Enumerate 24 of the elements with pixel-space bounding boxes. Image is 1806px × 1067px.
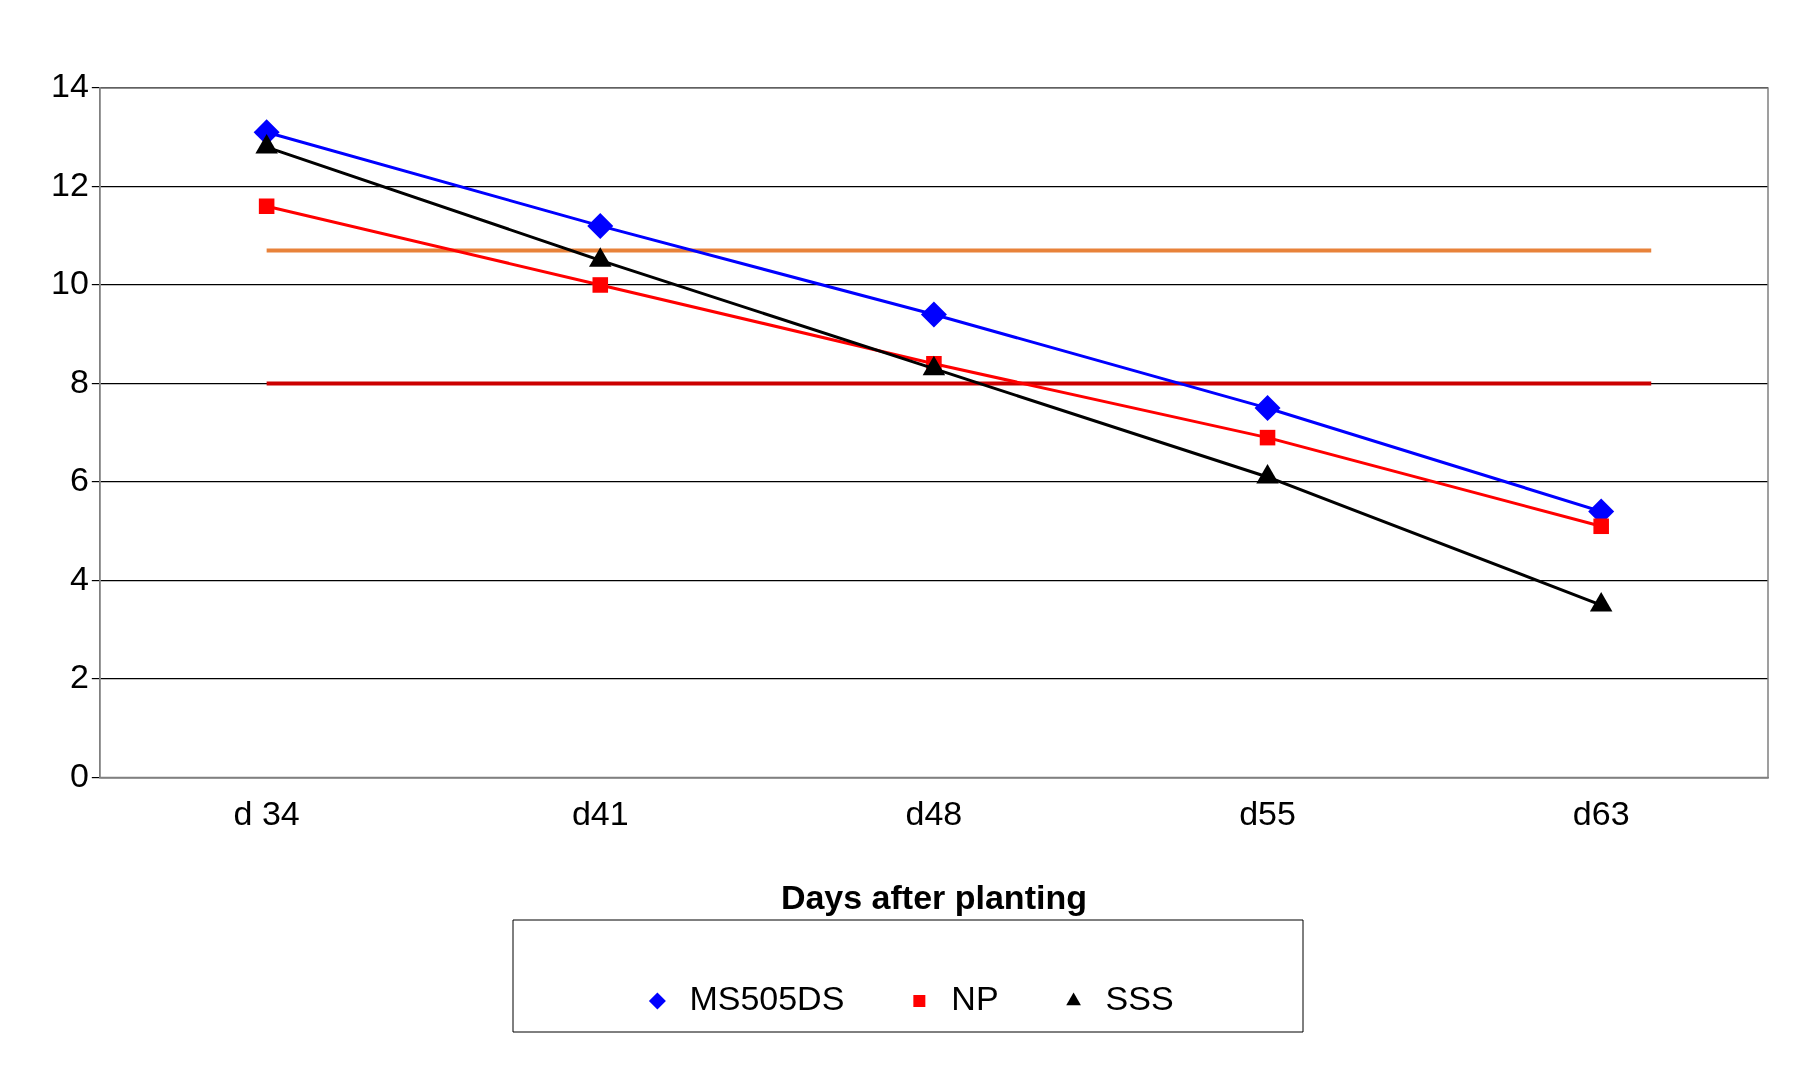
y-tick-label: 2: [69, 657, 89, 696]
point: [1254, 395, 1281, 422]
x-tick-label: d 34: [233, 794, 300, 833]
y-tick-label: 8: [69, 361, 89, 400]
y-tick-label: 10: [50, 263, 89, 302]
y-tick-label: 6: [69, 460, 89, 499]
x-axis-title: Days after planting: [780, 877, 1087, 916]
point: [1593, 518, 1609, 535]
x-tick-label: d63: [1572, 794, 1630, 833]
y-tick-label: 4: [69, 558, 89, 597]
point: [587, 212, 614, 239]
legend-label: MS505DS: [689, 979, 845, 1018]
legend-label: NP: [951, 979, 999, 1018]
point: [258, 198, 275, 214]
point: [1259, 429, 1276, 446]
point: [592, 277, 609, 293]
x-tick-label: d41: [571, 794, 629, 833]
legend-label: SSS: [1105, 979, 1174, 1018]
y-tick-label: 14: [50, 66, 89, 105]
y-tick-label: 0: [69, 755, 89, 794]
y-tick-label: 12: [50, 164, 89, 203]
x-tick-label: d55: [1239, 794, 1296, 833]
x-tick-label: d48: [905, 794, 963, 833]
point: [920, 301, 947, 328]
